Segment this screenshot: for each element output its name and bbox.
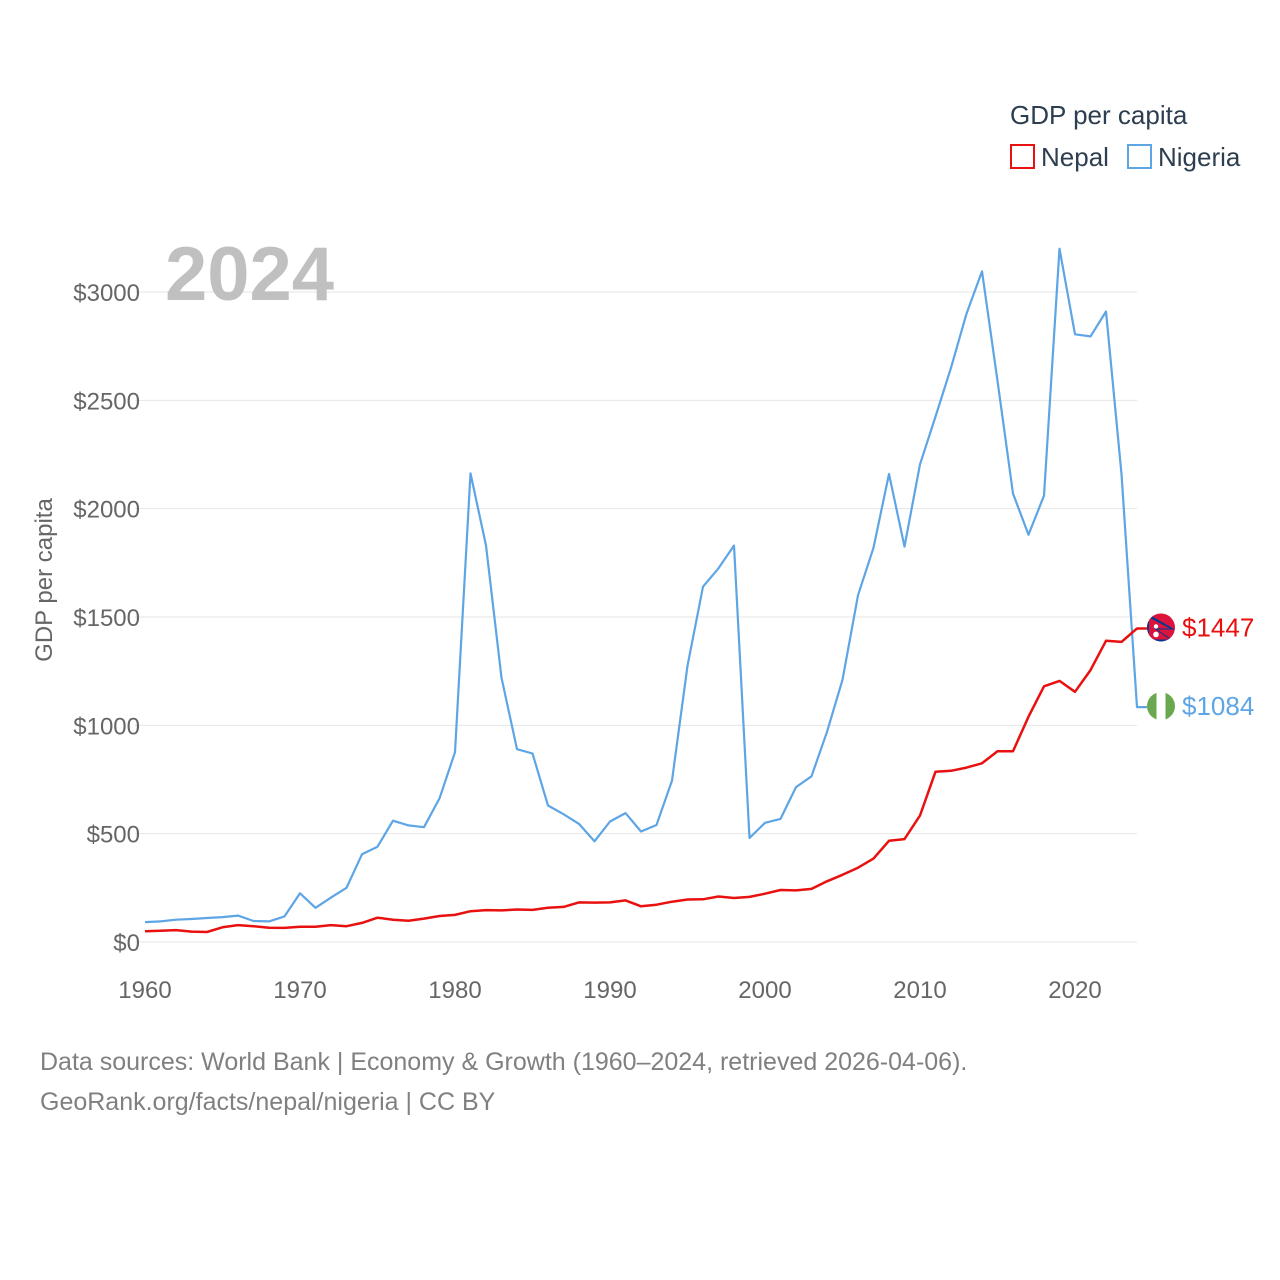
y-tick-label: $2000	[73, 497, 140, 524]
x-tick-label: 2010	[893, 977, 946, 1004]
y-tick-label: $2500	[73, 388, 140, 415]
x-tick-label: 2000	[738, 977, 791, 1004]
nigeria-end-value: $1084	[1182, 691, 1254, 721]
y-tick-label: $1500	[73, 605, 140, 632]
x-tick-label: 1990	[583, 977, 636, 1004]
legend-label-nigeria[interactable]: Nigeria	[1158, 142, 1241, 172]
legend[interactable]: GDP per capita Nepal Nigeria	[1010, 100, 1241, 172]
nepal-end-value: $1447	[1182, 612, 1254, 642]
legend-label-nepal[interactable]: Nepal	[1041, 142, 1109, 172]
x-axis-ticks: 1960 1970 1980 1990 2000 2010 2020	[118, 977, 1101, 1004]
legend-swatch-nepal[interactable]	[1010, 144, 1035, 169]
series-line-nepal[interactable]	[144, 627, 1147, 934]
y-tick-label: $3000	[73, 280, 140, 307]
series-line-nigeria[interactable]	[144, 247, 1147, 924]
legend-title: GDP per capita	[1010, 100, 1188, 130]
y-tick-label: $1000	[73, 713, 140, 740]
legend-swatch-nigeria[interactable]	[1127, 144, 1152, 169]
y-axis-ticks: $0 $500 $1000 $1500 $2000 $2500 $3000	[73, 280, 140, 957]
gridlines	[135, 291, 1137, 943]
y-tick-label: $500	[87, 822, 140, 849]
y-axis-label: GDP per capita	[31, 498, 58, 662]
gdp-line-chart: $0 $500 $1000 $1500 $2000 $2500 $3000 1960 1970…	[31, 100, 1254, 1004]
series-lines	[144, 247, 1147, 934]
data-source-note: Data sources: World Bank | Economy & Gro…	[40, 1042, 967, 1122]
x-tick-label: 2020	[1048, 977, 1101, 1004]
nigeria-flag-icon	[1147, 692, 1175, 721]
x-tick-label: 1980	[428, 977, 481, 1004]
y-tick-label: $0	[113, 930, 140, 957]
year-label: 2024	[165, 232, 334, 317]
source-line-1: Data sources: World Bank | Economy & Gro…	[40, 1048, 968, 1076]
x-tick-label: 1960	[118, 977, 171, 1004]
source-line-2[interactable]: GeoRank.org/facts/nepal/nigeria | CC BY	[40, 1088, 496, 1116]
nepal-flag-icon	[1147, 613, 1175, 642]
x-tick-label: 1970	[273, 977, 326, 1004]
